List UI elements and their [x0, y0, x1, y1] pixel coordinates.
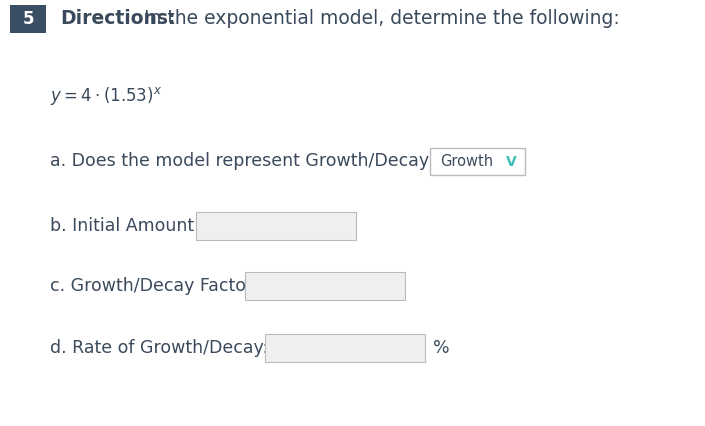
- FancyBboxPatch shape: [430, 148, 525, 175]
- Text: c. Growth/Decay Factor:: c. Growth/Decay Factor:: [50, 277, 259, 295]
- FancyBboxPatch shape: [245, 272, 405, 300]
- Text: Directions:: Directions:: [60, 9, 176, 29]
- Text: d. Rate of Growth/Decay:: d. Rate of Growth/Decay:: [50, 339, 268, 357]
- Text: V: V: [505, 155, 516, 169]
- FancyBboxPatch shape: [10, 5, 46, 33]
- FancyBboxPatch shape: [196, 212, 356, 240]
- FancyBboxPatch shape: [265, 334, 425, 362]
- Text: In the exponential model, determine the following:: In the exponential model, determine the …: [138, 9, 620, 29]
- Text: a. Does the model represent Growth/Decay?: a. Does the model represent Growth/Decay…: [50, 152, 439, 170]
- Text: 5: 5: [23, 10, 34, 28]
- Text: %: %: [433, 339, 450, 357]
- Text: Growth: Growth: [440, 154, 493, 169]
- Text: b. Initial Amount:: b. Initial Amount:: [50, 217, 200, 235]
- Text: $y = 4 \cdot (1.53)^{x}$: $y = 4 \cdot (1.53)^{x}$: [50, 85, 162, 107]
